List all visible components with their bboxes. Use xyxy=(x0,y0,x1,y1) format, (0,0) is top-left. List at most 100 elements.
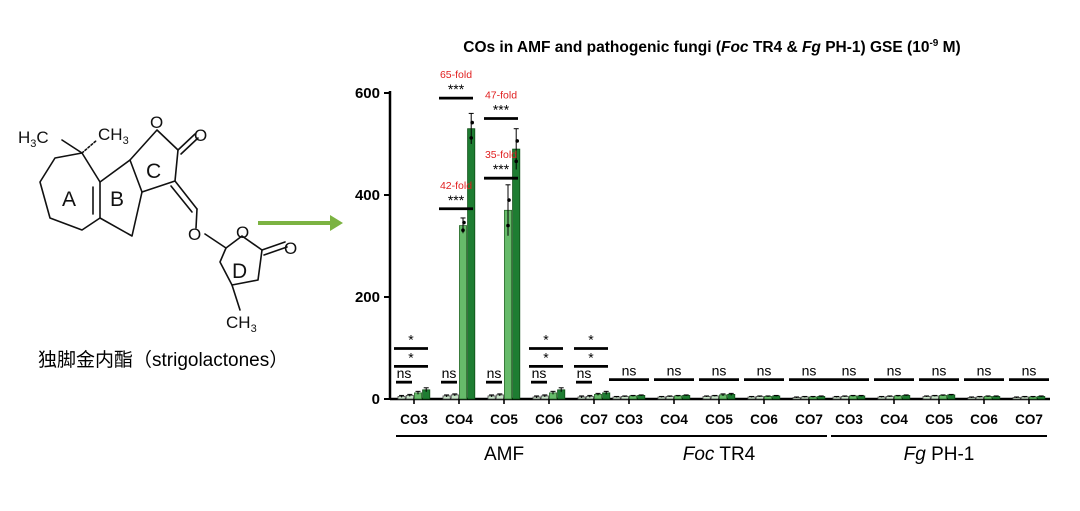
y-tick-label-600: 600 xyxy=(355,85,380,102)
atom-ch3-bottom: CH3 xyxy=(226,313,257,335)
x-tick-label-2-co7: CO7 xyxy=(1015,412,1043,427)
group-label-italic-1: Foc xyxy=(683,444,715,465)
bar-0-co5-2 xyxy=(503,209,512,400)
data-point-0-2-2-b xyxy=(507,198,511,202)
sig-label-2-3-0: ns xyxy=(977,363,992,379)
sig-label-0-2-2: *** xyxy=(493,102,510,118)
title-sup: -9 xyxy=(929,38,938,49)
strigolactone-structure xyxy=(39,129,288,311)
sig-label-0-3-2: * xyxy=(543,332,549,348)
sig-label-1-4-0: ns xyxy=(802,363,817,379)
bar-2-co5-2 xyxy=(939,395,948,400)
x-tick-label-2-co3: CO3 xyxy=(835,412,863,427)
methyl-bond xyxy=(231,284,241,311)
data-point-0-2-2-a xyxy=(506,223,510,228)
green-arrow xyxy=(258,215,343,231)
x-tick-label-0-co5: CO5 xyxy=(490,412,518,427)
atom-h3c: H3C xyxy=(18,128,49,150)
x-tick-label-1-co3: CO3 xyxy=(615,412,643,427)
group-label-0: AMF xyxy=(484,444,524,465)
fold-label-2-2: 47-fold xyxy=(485,90,517,102)
sig-label-2-2-0: ns xyxy=(932,363,947,379)
x-tick-label-0-co6: CO6 xyxy=(535,412,563,427)
ring-label-d: D xyxy=(232,260,247,283)
title-part-b: TR4 & xyxy=(749,39,802,56)
group-label-rest-2: PH-1 xyxy=(926,444,975,465)
atom-ch3-main: CH xyxy=(98,125,123,144)
atom-h3c-rest: C xyxy=(36,128,48,147)
sig-label-2-4-0: ns xyxy=(1022,363,1037,379)
title-part-a: COs in AMF and pathogenic fungi ( xyxy=(463,39,722,56)
data-point-0-1-3-b xyxy=(470,120,475,125)
ring-label-b: B xyxy=(110,188,124,211)
data-point-0-2-3-b xyxy=(515,139,519,143)
sig-label-0-1-0: ns xyxy=(442,365,457,381)
atom-o-ring-c: O xyxy=(150,113,163,132)
ring-a-shape xyxy=(39,152,101,231)
atom-ch3-bottom-sub: 3 xyxy=(251,323,257,335)
structure-caption: 独脚金内酯（strigolactones） xyxy=(38,349,288,371)
y-tick-label-400: 400 xyxy=(355,187,380,204)
bar-1-co4-3 xyxy=(682,395,691,400)
atom-o-carbonyl: O xyxy=(194,126,207,145)
x-tick-label-1-co6: CO6 xyxy=(750,412,778,427)
x-tick-label-2-co4: CO4 xyxy=(880,412,908,427)
ether-bond-1 xyxy=(195,208,198,229)
atom-h3c-main: H xyxy=(18,128,30,147)
y-tick-label-0: 0 xyxy=(372,391,380,408)
sig-label-0-1-1: *** xyxy=(448,192,465,208)
chart-title: COs in AMF and pathogenic fungi (Foc TR4… xyxy=(463,38,960,56)
group-label-rest-0: AMF xyxy=(484,444,524,465)
sig-label-0-2-1: *** xyxy=(493,161,510,177)
methyl-left-bond xyxy=(61,139,83,154)
sig-label-0-4-1: * xyxy=(588,349,594,365)
x-tick-label-2-co5: CO5 xyxy=(925,412,953,427)
x-tick-label-0-co3: CO3 xyxy=(400,412,428,427)
exocyclic-bond xyxy=(174,180,198,210)
data-point-0-1-2-b xyxy=(462,220,466,225)
sig-label-1-3-0: ns xyxy=(757,363,772,379)
sig-label-1-0-0: ns xyxy=(622,363,637,379)
x-tick-label-1-co7: CO7 xyxy=(795,412,823,427)
sig-label-0-4-0: ns xyxy=(577,365,592,381)
data-point-0-1-3-a xyxy=(469,136,474,140)
atom-h3c-sub: 3 xyxy=(30,138,36,150)
group-label-2: Fg PH-1 xyxy=(904,444,975,465)
fold-label-1-1: 42-fold xyxy=(440,180,472,192)
methyl-right-bond xyxy=(81,139,98,154)
ring-d-shape xyxy=(219,235,263,286)
sig-label-2-1-0: ns xyxy=(887,363,902,379)
data-point-0-1-2-a xyxy=(461,228,465,232)
x-tick-label-0-co7: CO7 xyxy=(580,412,608,427)
bar-0-co5-3 xyxy=(512,148,521,400)
atom-ch3-bottom-main: CH xyxy=(226,313,251,332)
y-tick-label-200: 200 xyxy=(355,289,380,306)
x-tick-label-0-co4: CO4 xyxy=(445,412,473,427)
exocyclic-bond-2 xyxy=(170,185,193,213)
title-foc: Foc xyxy=(721,39,749,56)
group-label-rest-1: TR4 xyxy=(714,444,755,465)
sig-label-0-0-1: * xyxy=(408,349,414,365)
ring-label-c: C xyxy=(146,160,161,183)
sig-label-0-4-2: * xyxy=(588,332,594,348)
sig-label-0-0-0: ns xyxy=(397,365,412,381)
title-part-c: PH-1) GSE (10 xyxy=(821,39,930,56)
atom-o-ether: O xyxy=(188,225,201,244)
fold-label-1-2: 65-fold xyxy=(440,69,472,81)
atom-ch3-sub: 3 xyxy=(123,135,129,147)
atom-ch3: CH3 xyxy=(98,125,129,147)
ring-d-carbonyl xyxy=(261,241,286,251)
data-point-0-2-3-a xyxy=(514,159,518,164)
sig-label-0-0-2: * xyxy=(408,332,414,348)
sig-label-1-1-0: ns xyxy=(667,363,682,379)
bar-2-co5-3 xyxy=(947,394,956,400)
sig-label-0-1-2: *** xyxy=(448,81,465,97)
x-tick-label-1-co5: CO5 xyxy=(705,412,733,427)
ring-d-carbonyl-2 xyxy=(263,246,288,256)
sig-label-0-3-1: * xyxy=(543,349,549,365)
group-label-1: Foc TR4 xyxy=(683,444,756,465)
